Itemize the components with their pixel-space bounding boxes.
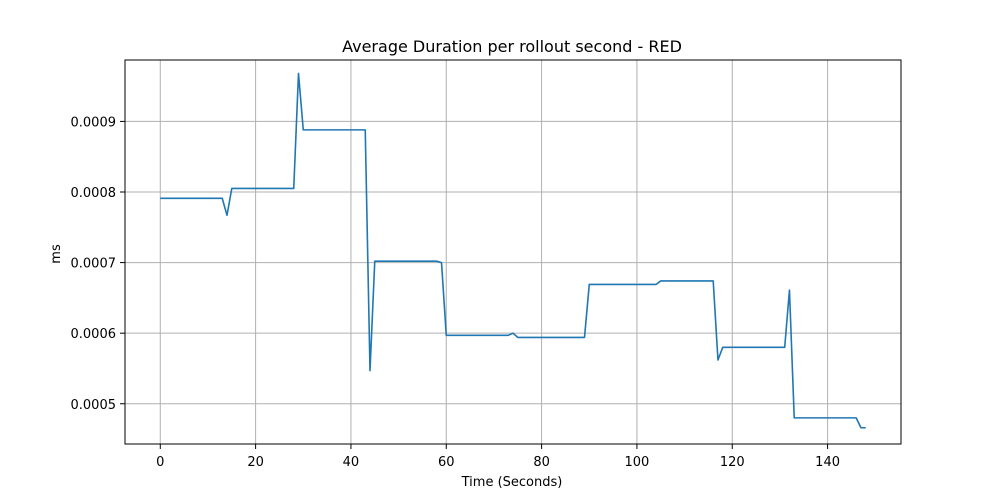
plot-area — [160, 72, 866, 429]
x-tick-label: 0 — [156, 455, 164, 470]
x-tick-label: 40 — [343, 455, 360, 470]
x-tick-label: 80 — [533, 455, 550, 470]
x-tick-label: 100 — [625, 455, 650, 470]
x-tick-label: 120 — [720, 455, 745, 470]
chart-title: Average Duration per rollout second - RE… — [342, 37, 682, 56]
y-axis-label: ms — [49, 244, 64, 264]
x-tick-label: 140 — [815, 455, 840, 470]
x-axis-label: Time (Seconds) — [461, 475, 563, 490]
y-tick-label: 0.0005 — [71, 398, 117, 413]
x-axis-ticks: 0 20 40 60 80 100 120 140 — [156, 444, 840, 470]
y-axis-ticks: 0.0005 0.0006 0.0007 0.0008 0.0009 — [71, 115, 125, 413]
grid-lines — [125, 60, 901, 444]
x-tick-label: 60 — [438, 455, 455, 470]
series-line — [160, 72, 866, 429]
plot-frame — [124, 59, 902, 445]
x-tick-label: 20 — [247, 455, 264, 470]
y-tick-label: 0.0008 — [71, 186, 117, 201]
y-tick-label: 0.0006 — [71, 327, 117, 342]
y-tick-label: 0.0009 — [71, 115, 117, 130]
y-tick-label: 0.0007 — [71, 257, 117, 272]
